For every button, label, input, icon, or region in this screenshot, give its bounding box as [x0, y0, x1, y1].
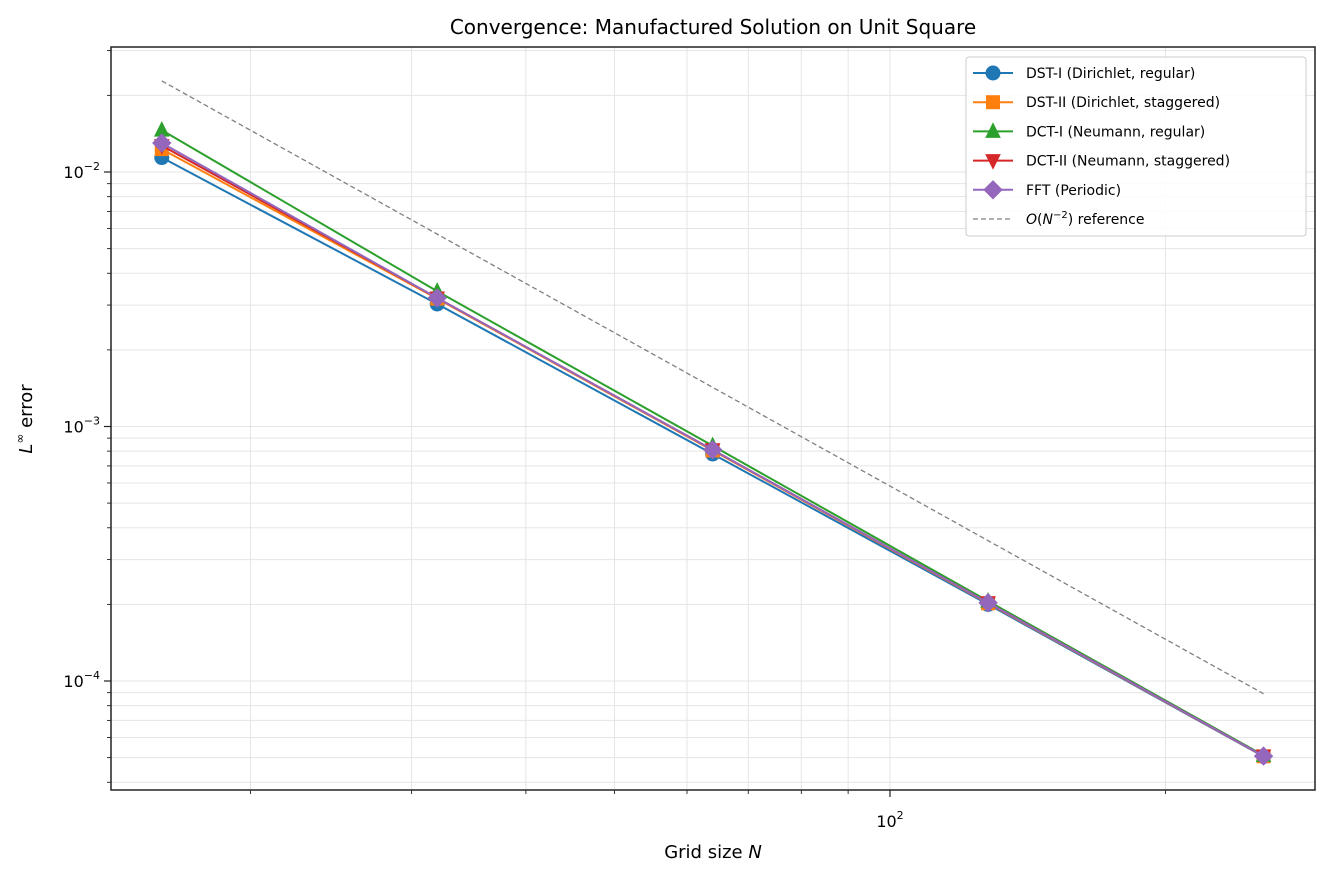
y-tick-label: 10−4 — [63, 669, 100, 691]
triangle-up-marker-icon — [985, 122, 1001, 138]
legend-item: O(N−2) reference — [973, 210, 1145, 228]
series-fft-periodic — [152, 133, 1274, 766]
triangle-down-marker-icon — [985, 154, 1001, 170]
y-axis-label-var: L — [16, 444, 37, 454]
legend-label: DCT-I (Neumann, regular) — [1026, 124, 1205, 140]
legend-label: DST-I (Dirichlet, regular) — [1026, 66, 1195, 82]
axis-ticks: 102 10−2 10−3 10−4 — [63, 50, 1166, 831]
diamond-marker-icon — [427, 288, 447, 308]
x-axis-label: Grid size N — [664, 842, 762, 863]
y-tick-label: 10−2 — [63, 160, 100, 182]
y-axis-label-text: error — [16, 384, 37, 434]
legend-label: DST-II (Dirichlet, staggered) — [1026, 95, 1220, 111]
diamond-marker-icon — [978, 593, 998, 613]
legend-item: DCT-II (Neumann, staggered) — [973, 154, 1230, 170]
circle-marker-icon — [985, 65, 1001, 81]
legend-item: DCT-I (Neumann, regular) — [973, 122, 1205, 140]
legend-item: DST-I (Dirichlet, regular) — [973, 65, 1195, 82]
chart-title: Convergence: Manufactured Solution on Un… — [450, 15, 976, 39]
diamond-marker-icon — [702, 440, 723, 460]
x-axis-label-text: Grid size — [664, 842, 748, 863]
diamond-marker-icon — [983, 180, 1003, 200]
diamond-marker-icon — [1253, 746, 1274, 766]
square-marker-icon — [986, 95, 1000, 110]
x-axis-label-var: N — [748, 842, 761, 863]
series-o-n-2-reference — [161, 80, 1264, 695]
legend-label: FFT (Periodic) — [1026, 183, 1121, 199]
legend-box — [965, 56, 1307, 237]
legend-item: DST-II (Dirichlet, staggered) — [973, 95, 1220, 111]
y-tick-label: 10−3 — [63, 415, 100, 437]
legend-label: DCT-II (Neumann, staggered) — [1026, 154, 1230, 170]
x-tick-label: 102 — [876, 809, 903, 831]
legend-label: O(N−2) reference — [1026, 210, 1145, 228]
diamond-marker-icon — [152, 133, 172, 153]
y-axis-label-sup: ∞ — [13, 434, 27, 444]
legend-item: FFT (Periodic) — [973, 180, 1121, 200]
y-axis-label: L∞ error — [13, 384, 37, 454]
data-series — [152, 80, 1274, 766]
legend: DST-I (Dirichlet, regular) DST-II (Dirich… — [965, 56, 1307, 237]
axes-frame — [110, 46, 1316, 791]
series-line — [161, 80, 1264, 695]
